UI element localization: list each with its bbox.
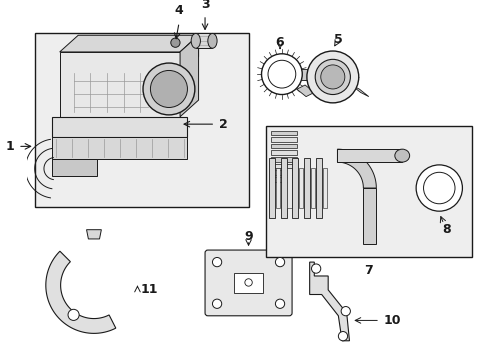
Polygon shape — [270, 170, 296, 175]
Circle shape — [267, 60, 295, 88]
Polygon shape — [233, 273, 263, 293]
Text: 5: 5 — [333, 33, 342, 46]
Circle shape — [306, 51, 358, 103]
Text: 1: 1 — [5, 140, 14, 153]
Polygon shape — [315, 158, 321, 218]
Polygon shape — [337, 149, 402, 162]
Circle shape — [275, 299, 284, 309]
Polygon shape — [52, 159, 97, 176]
Polygon shape — [180, 35, 198, 73]
Circle shape — [338, 332, 347, 341]
FancyBboxPatch shape — [204, 250, 291, 316]
Polygon shape — [287, 168, 291, 208]
Bar — [35, 33, 249, 207]
Polygon shape — [270, 164, 296, 168]
Circle shape — [150, 71, 187, 108]
Polygon shape — [292, 158, 298, 218]
Circle shape — [423, 172, 454, 204]
Polygon shape — [280, 158, 286, 218]
Circle shape — [415, 165, 462, 211]
Polygon shape — [296, 85, 314, 96]
Text: 7: 7 — [364, 264, 372, 277]
Polygon shape — [52, 117, 187, 137]
Ellipse shape — [207, 33, 217, 48]
Polygon shape — [52, 137, 187, 159]
Text: 8: 8 — [442, 223, 450, 236]
Polygon shape — [60, 52, 180, 117]
Polygon shape — [310, 168, 314, 208]
Polygon shape — [300, 69, 311, 80]
Polygon shape — [270, 131, 296, 135]
Polygon shape — [46, 251, 116, 333]
Circle shape — [261, 54, 302, 95]
Circle shape — [212, 299, 221, 309]
Circle shape — [315, 59, 350, 95]
Text: 9: 9 — [244, 230, 252, 243]
Text: 10: 10 — [383, 314, 401, 327]
Polygon shape — [299, 168, 303, 208]
Polygon shape — [195, 33, 212, 48]
Circle shape — [320, 65, 344, 89]
Polygon shape — [322, 168, 326, 208]
Polygon shape — [268, 158, 274, 218]
Circle shape — [142, 63, 194, 115]
Polygon shape — [270, 137, 296, 142]
Polygon shape — [270, 177, 296, 181]
Polygon shape — [270, 144, 296, 148]
Text: 3: 3 — [201, 0, 209, 11]
Circle shape — [275, 257, 284, 267]
Polygon shape — [270, 157, 296, 162]
Circle shape — [341, 306, 350, 316]
Polygon shape — [60, 35, 198, 52]
Polygon shape — [180, 35, 198, 117]
Circle shape — [68, 309, 79, 320]
Ellipse shape — [191, 33, 200, 48]
Text: 4: 4 — [174, 4, 183, 17]
Text: 11: 11 — [140, 283, 158, 296]
Circle shape — [170, 38, 180, 47]
Polygon shape — [350, 85, 368, 96]
Polygon shape — [275, 168, 279, 208]
Circle shape — [311, 264, 320, 273]
Text: 6: 6 — [275, 36, 284, 49]
Polygon shape — [304, 158, 309, 218]
Circle shape — [212, 257, 221, 267]
Ellipse shape — [394, 149, 409, 162]
Polygon shape — [86, 230, 101, 239]
Polygon shape — [309, 262, 349, 341]
Bar — [265, 126, 471, 257]
Text: 2: 2 — [219, 118, 227, 131]
Polygon shape — [363, 188, 376, 244]
Circle shape — [244, 279, 252, 286]
Polygon shape — [270, 150, 296, 155]
Polygon shape — [337, 149, 376, 188]
